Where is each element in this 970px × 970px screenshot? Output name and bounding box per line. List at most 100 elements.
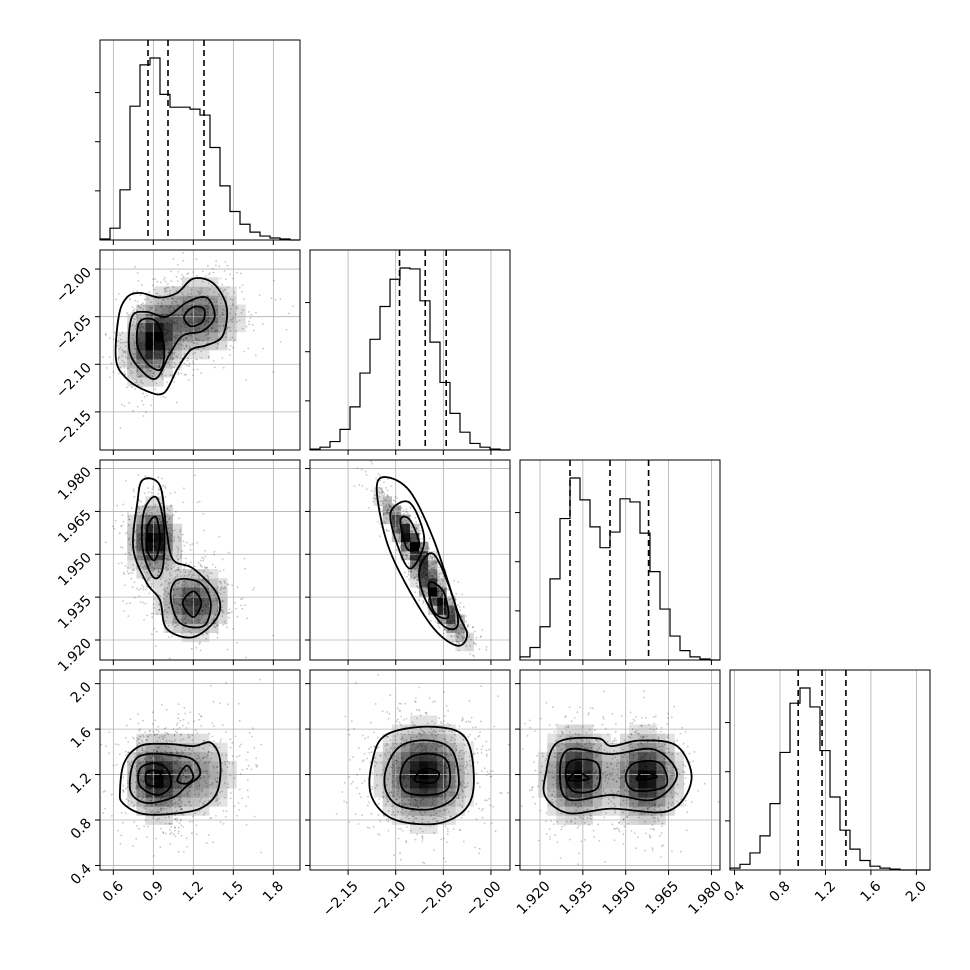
sample-point — [221, 283, 224, 286]
sample-point — [178, 593, 181, 596]
sample-point — [192, 596, 195, 599]
sample-point — [432, 597, 434, 600]
sample-point — [146, 579, 149, 582]
sample-point — [159, 555, 162, 558]
density-cell — [446, 632, 456, 643]
sample-point — [167, 349, 170, 352]
sample-point — [206, 295, 209, 297]
sample-point — [449, 815, 452, 818]
sample-point — [195, 307, 198, 310]
sample-point — [216, 795, 218, 797]
density-cell — [656, 779, 666, 789]
sample-point — [152, 603, 155, 606]
sample-point — [129, 297, 131, 300]
density-cell — [428, 569, 438, 579]
sample-point — [397, 786, 400, 789]
sample-point — [240, 598, 242, 601]
sample-point — [175, 756, 178, 759]
sample-point — [167, 330, 170, 332]
sample-point — [213, 625, 216, 628]
density-cell — [190, 614, 201, 624]
sample-point — [202, 599, 205, 602]
sample-point — [176, 606, 179, 609]
sample-point — [397, 707, 399, 710]
sample-point — [250, 313, 253, 316]
sample-point — [139, 324, 142, 326]
sample-point — [195, 314, 198, 317]
sample-point — [188, 801, 190, 803]
sample-point — [181, 584, 183, 587]
sample-point — [444, 781, 447, 783]
sample-point — [454, 742, 456, 745]
density-cell — [154, 304, 164, 314]
sample-point — [182, 626, 185, 629]
sample-point — [428, 575, 430, 578]
sample-point — [165, 708, 168, 711]
sample-point — [415, 527, 418, 530]
density-cell — [136, 788, 146, 798]
sample-point — [140, 379, 143, 382]
sample-point — [151, 760, 154, 763]
sample-point — [152, 343, 155, 345]
pair-0-2-contour-3 — [145, 515, 161, 562]
sample-point — [431, 784, 434, 787]
sample-point — [182, 341, 185, 343]
density-cell — [190, 295, 201, 305]
density-cell — [154, 578, 164, 588]
sample-point — [202, 770, 205, 773]
sample-point — [220, 586, 223, 588]
sample-point — [148, 549, 151, 552]
sample-point — [212, 360, 215, 362]
sample-point — [134, 328, 137, 331]
sample-point — [125, 532, 127, 535]
sample-point — [160, 583, 163, 585]
sample-point — [245, 325, 248, 328]
sample-point — [224, 623, 227, 625]
sample-point — [420, 574, 423, 577]
density-cell — [638, 788, 648, 798]
sample-point — [169, 331, 172, 333]
sample-point — [453, 768, 456, 771]
sample-point — [136, 272, 139, 274]
sample-point — [190, 804, 192, 807]
sample-point — [189, 765, 192, 768]
sample-point — [192, 322, 194, 325]
sample-point — [134, 378, 137, 380]
sample-point — [405, 796, 408, 799]
sample-point — [154, 546, 156, 549]
sample-point — [155, 538, 158, 540]
sample-point — [188, 801, 191, 803]
density-cell — [391, 779, 402, 789]
sample-point — [213, 740, 216, 742]
sample-point — [202, 614, 204, 616]
sample-point — [229, 738, 232, 741]
sample-point — [436, 590, 438, 593]
sample-point — [199, 777, 202, 780]
sample-point — [152, 486, 155, 488]
density-cell — [410, 760, 420, 771]
sample-point — [155, 787, 158, 790]
sample-point — [146, 356, 149, 359]
sample-point — [109, 376, 111, 379]
sample-point — [171, 352, 174, 355]
sample-point — [141, 741, 144, 743]
sample-point — [155, 337, 158, 340]
sample-point — [160, 521, 163, 524]
sample-point — [218, 535, 221, 538]
sample-point — [475, 818, 478, 820]
sample-point — [440, 606, 443, 608]
density-cell — [145, 760, 155, 771]
sample-point — [444, 611, 446, 614]
sample-point — [144, 819, 147, 822]
sample-point — [179, 604, 182, 607]
sample-point — [400, 507, 403, 509]
density-cell — [145, 742, 155, 753]
density-cell — [172, 295, 183, 305]
sample-point — [129, 553, 131, 556]
sample-point — [216, 765, 218, 768]
sample-point — [160, 770, 163, 772]
sample-point — [176, 322, 178, 324]
sample-point — [398, 517, 400, 520]
density-cell — [200, 569, 210, 579]
density-cell — [200, 632, 210, 643]
